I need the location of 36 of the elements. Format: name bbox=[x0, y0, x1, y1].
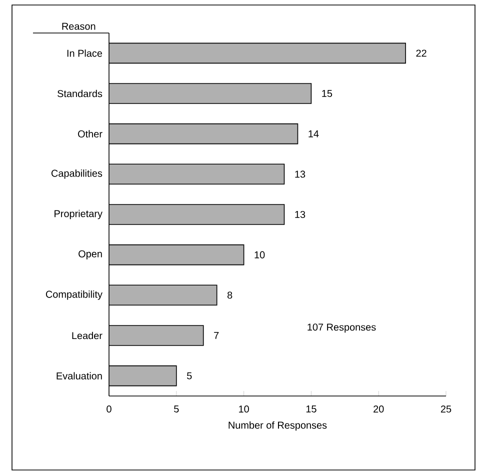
x-tick-label: 20 bbox=[374, 406, 384, 413]
bar bbox=[109, 164, 285, 185]
y-tick-label: Leader bbox=[72, 332, 102, 340]
x-tick-label: 0 bbox=[106, 406, 112, 413]
data-label: 10 bbox=[254, 251, 265, 258]
bar bbox=[109, 42, 406, 64]
data-label: 13 bbox=[295, 210, 306, 218]
y-tick-label: Evaluation bbox=[56, 372, 102, 380]
data-label: 7 bbox=[214, 332, 219, 339]
data-label: 5 bbox=[187, 372, 192, 380]
data-label: 22 bbox=[416, 50, 426, 57]
x-tick-label: 10 bbox=[239, 406, 249, 413]
bar bbox=[109, 325, 204, 346]
data-label: 13 bbox=[295, 170, 306, 178]
y-tick-label: In Place bbox=[67, 50, 102, 57]
bar bbox=[109, 123, 298, 144]
y-tick-label: Other bbox=[78, 130, 102, 138]
x-tick-label: 15 bbox=[306, 406, 316, 412]
data-label: 15 bbox=[322, 90, 332, 97]
bar bbox=[109, 284, 218, 306]
y-tick-label: Compatibility bbox=[46, 290, 102, 300]
y-axis-title: Reason bbox=[62, 22, 96, 30]
y-tick-label: Capabilities bbox=[51, 170, 102, 179]
x-tick-label: 5 bbox=[174, 406, 179, 412]
bar bbox=[109, 244, 244, 266]
bar bbox=[109, 204, 285, 225]
y-tick-label: Open bbox=[78, 250, 102, 260]
x-axis-title: Number of Responses bbox=[228, 421, 327, 431]
x-tick-label: 25 bbox=[440, 406, 452, 413]
data-label: 8 bbox=[227, 292, 232, 299]
data-label: 14 bbox=[308, 130, 319, 138]
y-tick-label: Proprietary bbox=[54, 210, 102, 220]
bar bbox=[109, 365, 177, 386]
y-tick-label: Standards bbox=[58, 90, 102, 98]
bar bbox=[109, 83, 312, 104]
annotation: 107 Responses bbox=[308, 324, 376, 333]
